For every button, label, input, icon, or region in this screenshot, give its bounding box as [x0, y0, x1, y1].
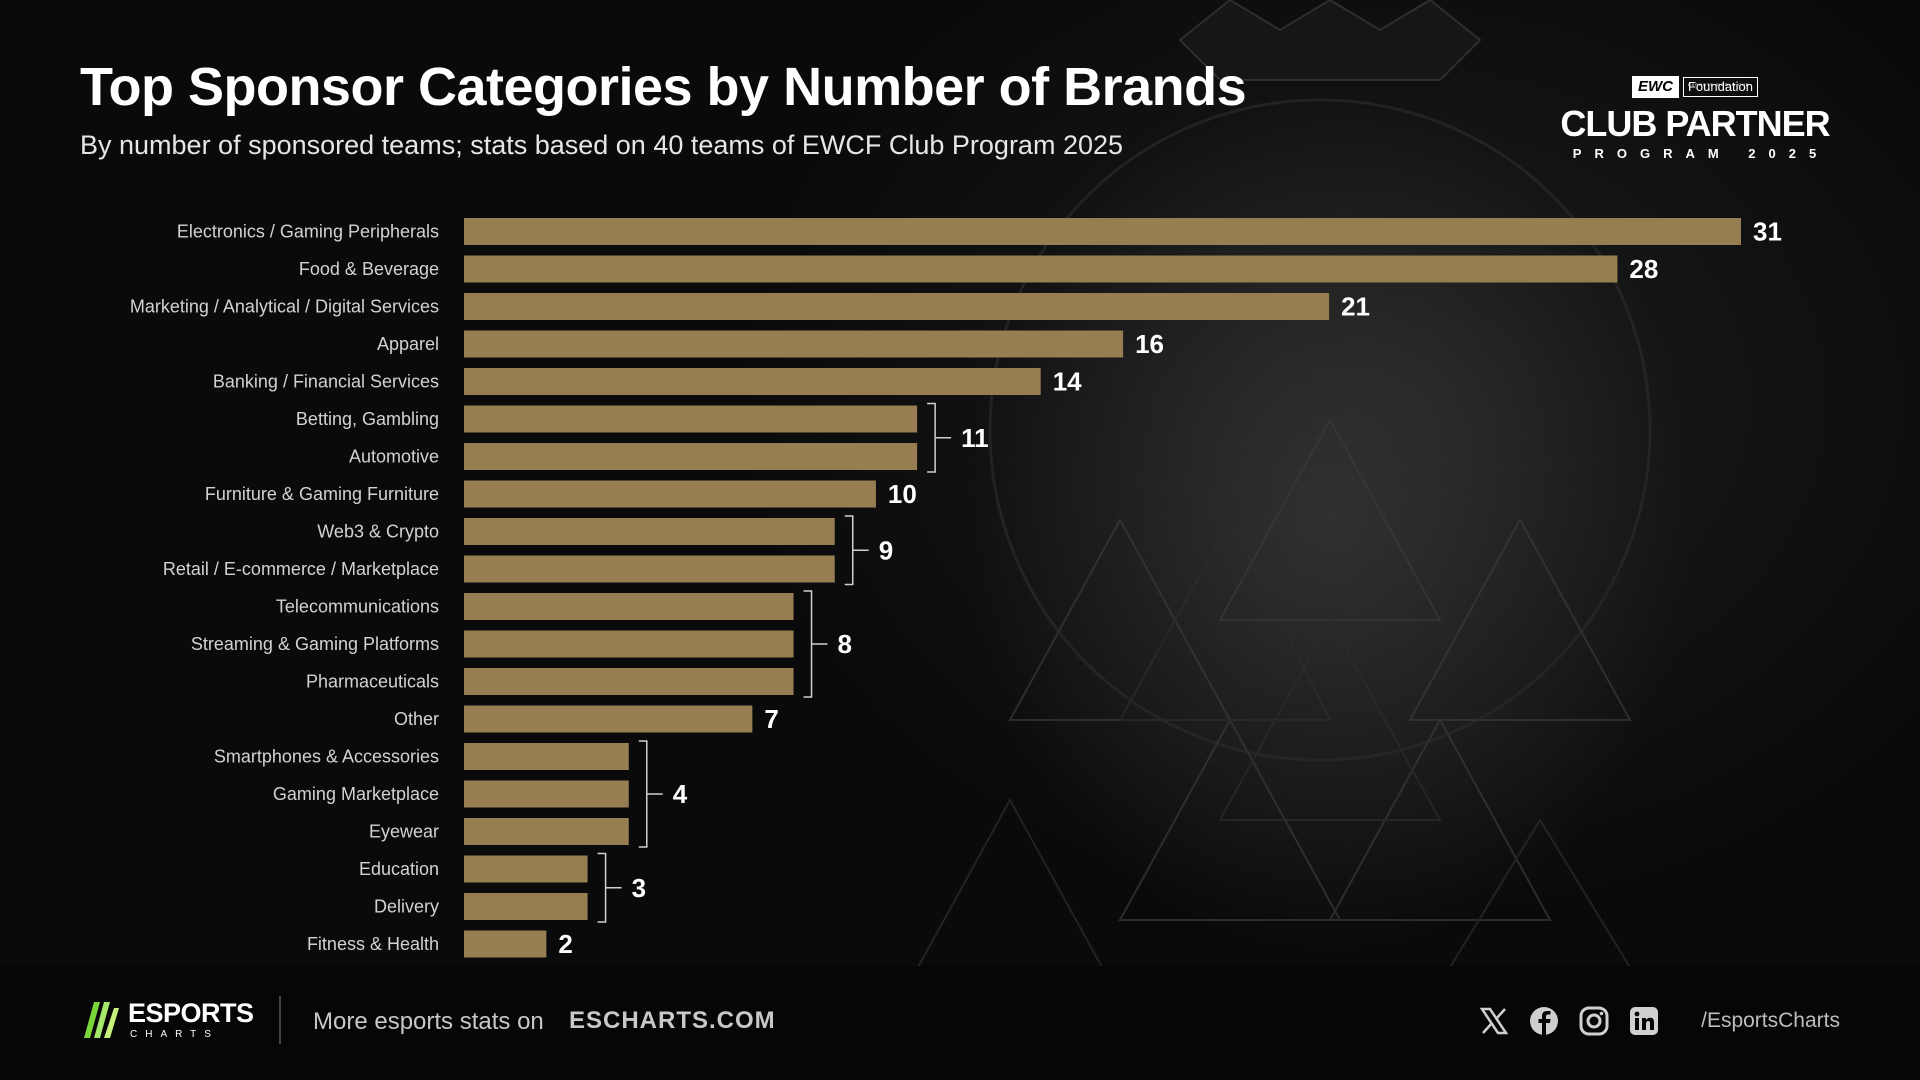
- bar: [464, 293, 1330, 320]
- bar: [464, 480, 876, 508]
- category-label: Delivery: [374, 897, 439, 917]
- group-bracket: [803, 590, 828, 698]
- value-label: 7: [764, 704, 778, 734]
- bar: [464, 405, 918, 433]
- category-label: Retail / E-commerce / Marketplace: [163, 559, 439, 579]
- ewc-foundation-logo: EWC ESPORTS WORLD CUP Foundation: [1550, 74, 1840, 100]
- x-icon[interactable]: [1479, 1006, 1509, 1036]
- category-label: Streaming & Gaming Platforms: [191, 634, 439, 654]
- category-label: Gaming Marketplace: [273, 784, 439, 804]
- footer-divider: [279, 996, 281, 1044]
- group-value-label: 3: [632, 873, 646, 903]
- value-label: 28: [1629, 254, 1658, 284]
- category-label: Education: [359, 859, 439, 879]
- bar: [464, 218, 1741, 245]
- footer-site-link[interactable]: ESCHARTS.COM: [569, 1007, 776, 1034]
- foundation-text: Foundation: [1687, 79, 1754, 94]
- esports-charts-logo-icon: [84, 1002, 119, 1038]
- category-label: Apparel: [377, 334, 439, 354]
- chart-title: Top Sponsor Categories by Number of Bran…: [80, 57, 1247, 117]
- instagram-icon[interactable]: [1579, 1006, 1609, 1036]
- bar: [464, 518, 835, 545]
- bar: [464, 368, 1041, 395]
- category-label: Eyewear: [369, 822, 439, 842]
- bar: [464, 255, 1618, 283]
- group-value-label: 9: [879, 535, 893, 565]
- bar: [464, 930, 547, 958]
- bar: [464, 593, 794, 620]
- value-label: 2: [558, 929, 572, 959]
- category-label: Automotive: [349, 447, 439, 467]
- category-label: Marketing / Analytical / Digital Service…: [130, 297, 439, 317]
- bar: [464, 855, 588, 883]
- club-partner-text: CLUB PARTNER: [1560, 103, 1830, 144]
- facebook-icon[interactable]: [1529, 1006, 1559, 1036]
- club-partner-logo: EWC ESPORTS WORLD CUP Foundation CLUB PA…: [1550, 74, 1840, 161]
- value-label: 31: [1753, 217, 1782, 247]
- bar: [464, 893, 588, 920]
- category-label: Electronics / Gaming Peripherals: [177, 222, 439, 242]
- value-label: 16: [1135, 329, 1164, 359]
- ewc-logo-text: EWC: [1631, 76, 1679, 98]
- bar: [464, 630, 794, 658]
- category-label: Pharmaceuticals: [306, 672, 439, 692]
- foundation-label: ESPORTS WORLD CUP Foundation: [1682, 77, 1759, 97]
- group-value-label: 8: [838, 629, 852, 659]
- group-bracket: [844, 515, 869, 586]
- footer: ESPORTS CHARTS More esports stats on ESC…: [0, 966, 1920, 1080]
- group-value-label: 11: [961, 423, 989, 453]
- brand-name: ESPORTS: [128, 998, 254, 1028]
- value-label: 10: [888, 479, 917, 509]
- category-label: Smartphones & Accessories: [214, 747, 439, 767]
- bar: [464, 818, 629, 845]
- group-bracket: [927, 402, 952, 473]
- bar: [464, 668, 794, 695]
- social-handle[interactable]: /EsportsCharts: [1701, 1009, 1840, 1032]
- bar: [464, 443, 918, 470]
- category-label: Betting, Gambling: [296, 409, 439, 429]
- esports-charts-logo[interactable]: ESPORTS CHARTS: [80, 998, 254, 1042]
- category-label: Fitness & Health: [307, 934, 439, 954]
- value-label: 21: [1341, 292, 1370, 322]
- group-bracket: [597, 852, 622, 923]
- category-label: Telecommunications: [276, 597, 439, 617]
- group-value-label: 4: [673, 779, 688, 809]
- bar: [464, 780, 629, 808]
- ewc-tiny-label: ESPORTS WORLD CUP: [1687, 82, 1750, 87]
- bar: [464, 555, 835, 583]
- social-icons: [1479, 1006, 1659, 1036]
- group-bracket: [638, 740, 663, 848]
- chart-subtitle: By number of sponsored teams; stats base…: [80, 130, 1124, 160]
- category-label: Banking / Financial Services: [213, 372, 439, 392]
- category-label: Other: [394, 709, 439, 729]
- brand-sub: CHARTS: [130, 1029, 219, 1040]
- bar: [464, 705, 753, 733]
- category-label: Food & Beverage: [299, 259, 439, 279]
- linkedin-icon[interactable]: [1629, 1006, 1659, 1036]
- value-label: 14: [1053, 367, 1082, 397]
- program-year-text: PROGRAM 2025: [1572, 146, 1830, 161]
- category-label: Furniture & Gaming Furniture: [205, 484, 439, 504]
- footer-more-text: More esports stats on: [313, 1008, 544, 1035]
- category-label: Web3 & Crypto: [317, 522, 439, 542]
- bar: [464, 330, 1124, 358]
- bar: [464, 743, 629, 770]
